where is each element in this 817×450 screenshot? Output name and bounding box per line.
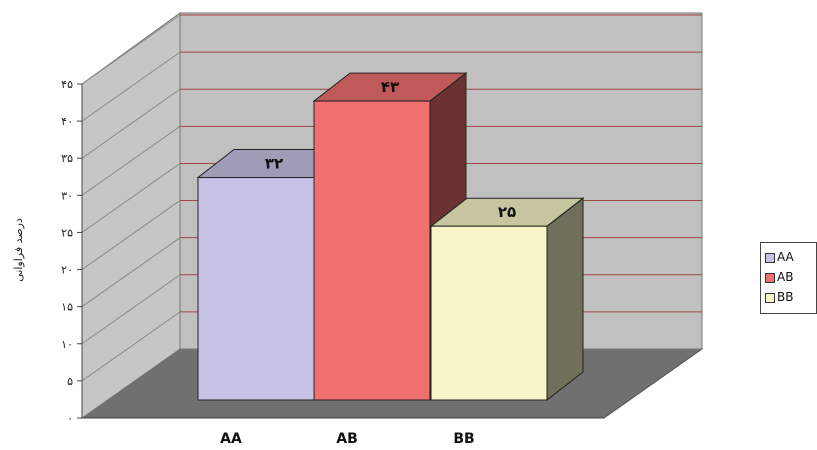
- y-tick-label: ۱۰: [61, 338, 73, 351]
- bar-front-bb: [430, 225, 548, 401]
- y-axis-title: درصد فراوانی: [12, 218, 25, 282]
- gridline-side: [81, 163, 181, 233]
- gridline-side: [81, 274, 181, 345]
- legend-swatch-bb: [765, 293, 775, 303]
- bar-front-aa: [197, 177, 315, 401]
- data-label-bb: ۲۵: [498, 203, 516, 221]
- y-tick-label: ۳۰: [61, 189, 73, 202]
- legend-label-bb: BB: [777, 290, 794, 304]
- legend: AA AB BB: [760, 242, 817, 314]
- data-label-ab: ۴۳: [381, 78, 399, 96]
- x-tick-label-bb: BB: [453, 431, 474, 447]
- x-tick-label-ab: AB: [336, 431, 358, 447]
- x-tick-labels: AA AB BB: [220, 431, 475, 447]
- bars: ۳۲ ۴۳ ۲۵: [196, 72, 585, 402]
- y-tick-label: ۴۵: [61, 78, 73, 91]
- x-tick-label-aa: AA: [220, 431, 242, 447]
- y-tick-label: ۵: [67, 375, 73, 388]
- gridline-side: [81, 311, 181, 382]
- gridline-side: [81, 88, 181, 159]
- legend-label-ab: AB: [777, 270, 794, 284]
- legend-label-aa: AA: [777, 250, 794, 264]
- gridline-side: [81, 237, 181, 308]
- bar-side-bb: [546, 197, 584, 402]
- gridline-side: [81, 51, 181, 122]
- gridline-side: [81, 14, 181, 85]
- bar-front-ab: [313, 100, 431, 401]
- data-label-aa: ۳۲: [265, 155, 283, 173]
- legend-swatch-aa: [765, 253, 775, 263]
- y-tick-label: ۱۵: [61, 301, 73, 314]
- y-tick-label: ۲۵: [61, 226, 73, 239]
- legend-swatch-ab: [765, 273, 775, 283]
- y-tick-label: ۳۵: [61, 152, 73, 165]
- gridline-side: [81, 125, 181, 196]
- bar-bb: ۲۵: [429, 197, 585, 402]
- y-tick-label: ۰: [67, 412, 73, 425]
- y-ticks: ۰ ۵ ۱۰ ۱۵ ۲۰ ۲۵ ۳۰ ۳۵ ۴۰ ۴۵: [61, 78, 82, 425]
- gridline-side: [81, 200, 181, 270]
- y-tick-label: ۴۰: [61, 115, 73, 128]
- y-tick-label: ۲۰: [61, 264, 73, 277]
